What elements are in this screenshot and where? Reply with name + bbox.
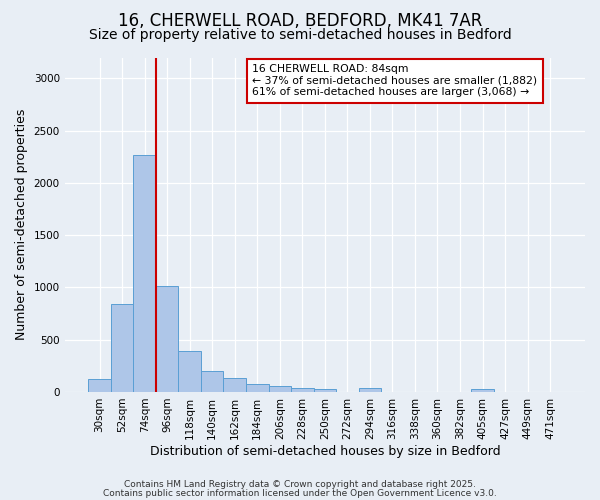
Text: Contains public sector information licensed under the Open Government Licence v3: Contains public sector information licen… <box>103 489 497 498</box>
X-axis label: Distribution of semi-detached houses by size in Bedford: Distribution of semi-detached houses by … <box>149 444 500 458</box>
Text: 16 CHERWELL ROAD: 84sqm
← 37% of semi-detached houses are smaller (1,882)
61% of: 16 CHERWELL ROAD: 84sqm ← 37% of semi-de… <box>252 64 537 98</box>
Y-axis label: Number of semi-detached properties: Number of semi-detached properties <box>15 109 28 340</box>
Bar <box>88 380 111 392</box>
Bar <box>223 378 246 392</box>
Bar <box>291 388 314 392</box>
Bar <box>156 286 178 392</box>
Bar <box>201 371 223 392</box>
Text: 16, CHERWELL ROAD, BEDFORD, MK41 7AR: 16, CHERWELL ROAD, BEDFORD, MK41 7AR <box>118 12 482 30</box>
Bar <box>178 351 201 392</box>
Bar <box>314 390 336 392</box>
Text: Size of property relative to semi-detached houses in Bedford: Size of property relative to semi-detach… <box>89 28 511 42</box>
Bar <box>471 389 494 392</box>
Bar <box>133 154 156 392</box>
Text: Contains HM Land Registry data © Crown copyright and database right 2025.: Contains HM Land Registry data © Crown c… <box>124 480 476 489</box>
Bar <box>111 304 133 392</box>
Bar <box>359 388 381 392</box>
Bar <box>269 386 291 392</box>
Bar <box>246 384 269 392</box>
